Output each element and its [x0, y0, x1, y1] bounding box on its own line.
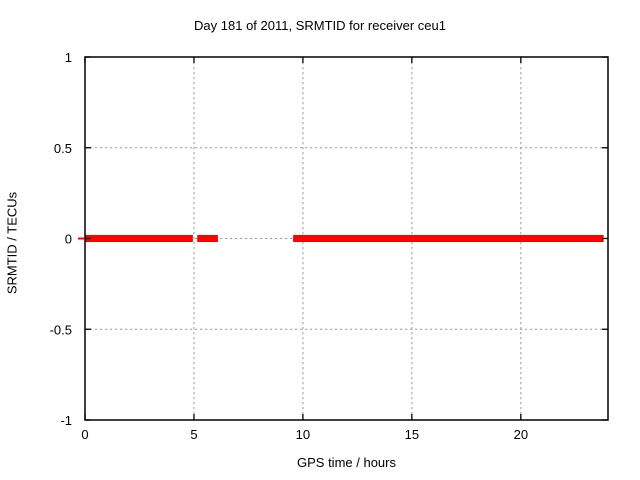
x-axis-label: GPS time / hours: [297, 455, 396, 470]
x-tick-label-5: 5: [190, 427, 197, 442]
y-tick-label-0: 0: [65, 232, 72, 247]
chart-title: Day 181 of 2011, SRMTID for receiver ceu…: [194, 18, 446, 33]
x-tick-label-20: 20: [514, 427, 528, 442]
x-tick-label-0: 0: [81, 427, 88, 442]
y-tick-label-0.5: 0.5: [54, 141, 72, 156]
x-tick-label-15: 15: [405, 427, 419, 442]
x-tick-label-10: 10: [296, 427, 310, 442]
y-tick-label-1: 1: [65, 50, 72, 65]
y-tick-label--0.5: -0.5: [50, 322, 72, 337]
y-tick-label--1: -1: [60, 413, 72, 428]
